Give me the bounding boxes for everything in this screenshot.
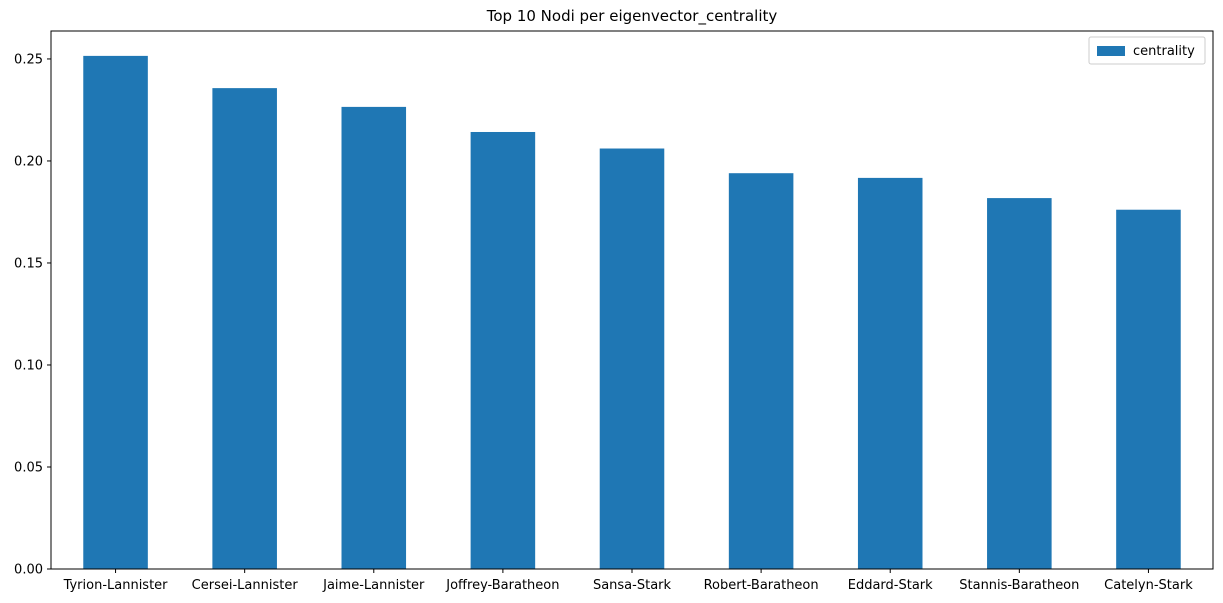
y-tick-label: 0.00 [14,563,43,578]
x-tick-label: Cersei-Lannister [192,578,299,593]
x-tick-label: Jaime-Lannister [322,578,425,593]
bar-cersei-lannister [212,88,277,569]
x-tick-label: Tyrion-Lannister [63,578,169,593]
bar-jaime-lannister [341,106,407,570]
y-tick-label: 0.20 [14,154,43,169]
y-tick-label: 0.25 [14,52,43,67]
bar-tyrion-lannister [83,55,148,570]
bar-catelyn-stark [1116,209,1181,570]
x-axis: Tyrion-Lannister Cersei-Lannister Jaime-La… [63,569,1193,593]
legend: centrality [1088,36,1206,65]
legend-box [1088,36,1206,65]
chart-title: Top 10 Nodi per eigenvector_centrality [486,7,778,26]
y-axis: 0.00 0.05 0.10 0.15 0.20 0.25 [14,52,51,578]
bar-stannis-baratheon [987,198,1052,569]
y-tick-label: 0.15 [14,256,43,271]
y-tick-label: 0.05 [14,460,43,475]
x-tick-label: Joffrey-Baratheon [445,578,559,593]
bar-sansa-stark [599,148,665,569]
x-tick-label: Sansa-Stark [593,578,672,593]
bar-eddard-stark [857,177,923,569]
x-tick-label: Stannis-Baratheon [959,578,1079,593]
legend-swatch [1097,46,1125,56]
plot-frame [50,30,1214,570]
x-tick-label: Eddard-Stark [848,578,933,593]
legend-label: centrality [1133,44,1195,59]
bar-robert-baratheon [728,173,794,569]
bars-layer [83,55,1181,570]
x-tick-label: Catelyn-Stark [1104,578,1193,593]
x-tick-label: Robert-Baratheon [704,578,819,593]
bar-joffrey-baratheon [470,131,536,570]
y-tick-label: 0.10 [14,358,43,373]
